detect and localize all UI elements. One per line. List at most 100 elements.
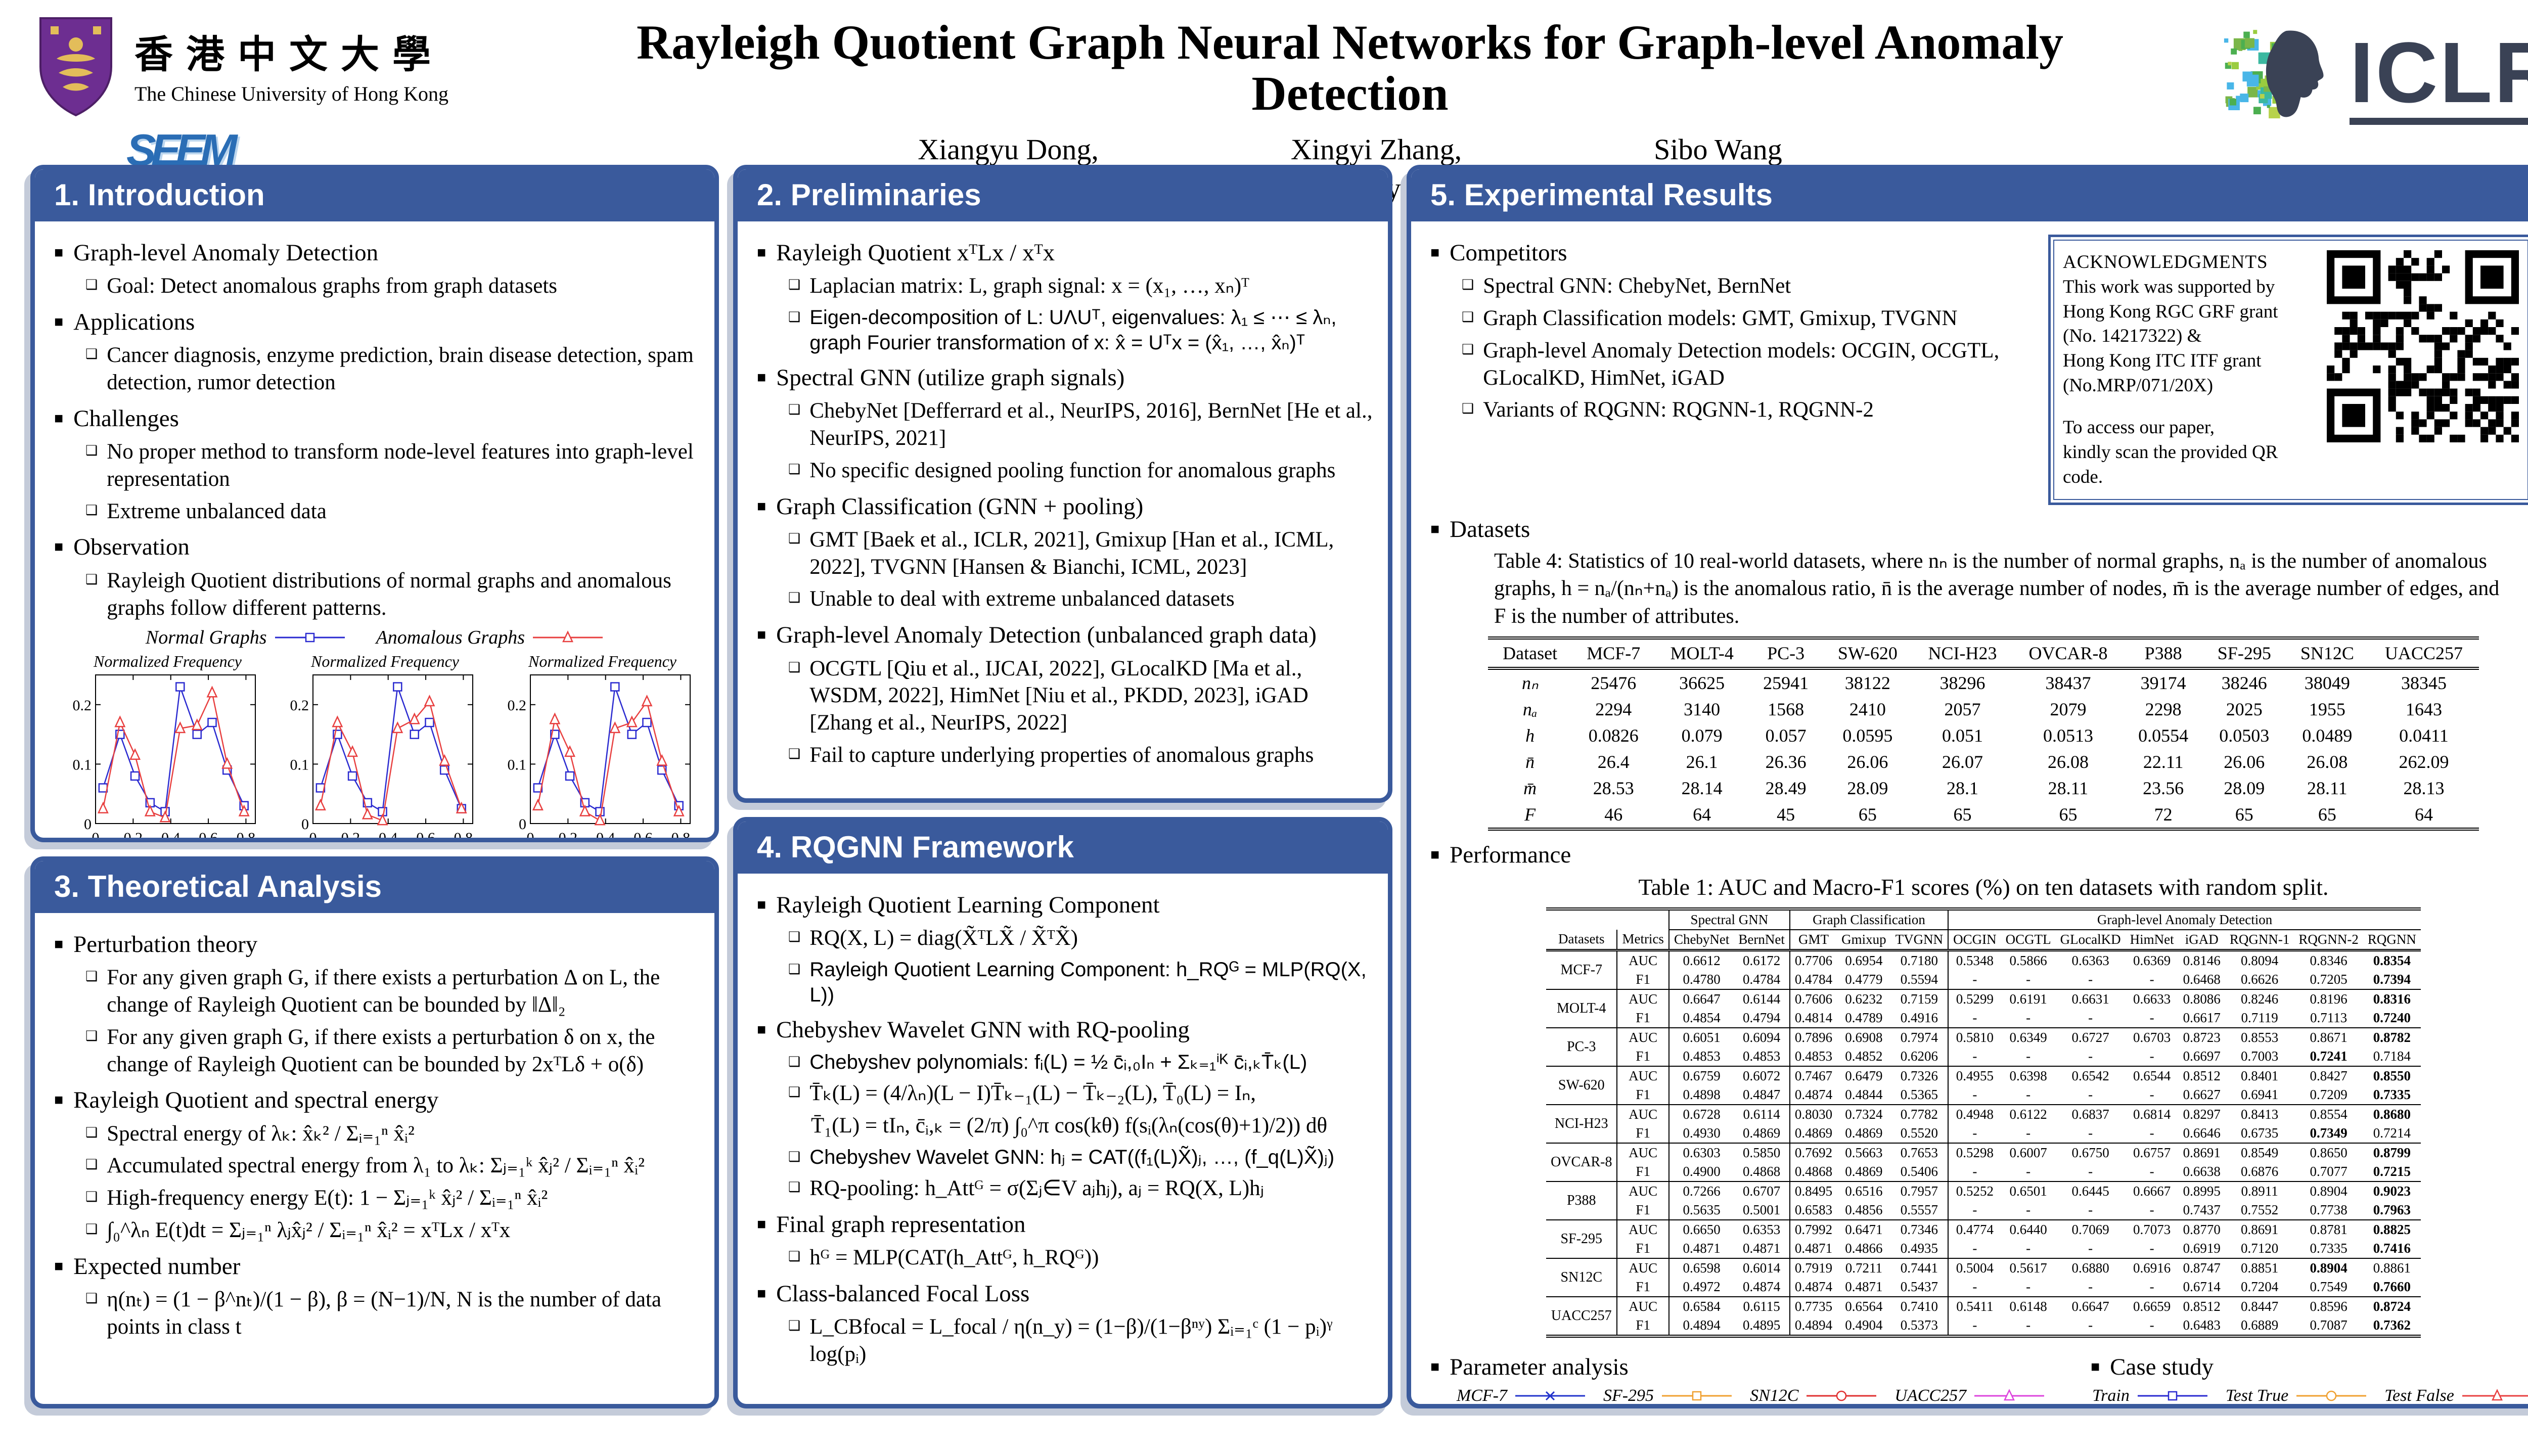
- bullet-item: ❑ OCGTL [Qiu et al., IJCAI, 2022], GLocal…: [788, 656, 1308, 735]
- svg-text:0.1: 0.1: [290, 757, 309, 774]
- bullet-item: ❑ Graph-level Anomaly Detection models: O…: [1462, 338, 2000, 390]
- bullet-item: T̄₁(L) = tIₙ, c̄ᵢ,ₖ = (2/π) ∫₀^π cos(kθ)…: [811, 1114, 1328, 1138]
- svg-text:0.8: 0.8: [671, 830, 691, 842]
- bullet-item: ■ Graph-level Anomaly Detection: [54, 240, 379, 266]
- cuhk-crest-icon: [39, 17, 112, 117]
- svg-text:0.2: 0.2: [559, 830, 578, 842]
- bullet-item: ■ Observation: [54, 534, 190, 561]
- legend-item: MCF-7: [1457, 1385, 1588, 1404]
- competitors-bullets: ■ Competitors ❑ Spectral GNN: ChebyNet, Ber…: [1428, 231, 2033, 429]
- table1-caption: Table 1: AUC and Macro-F1 scores (%) on …: [1638, 874, 2329, 900]
- svg-text:0.6: 0.6: [634, 830, 653, 842]
- svg-text:0.1: 0.1: [73, 757, 92, 774]
- bullet-item: ❑ Chebyshev Wavelet GNN: hⱼ = CAT((f₁(L)X…: [788, 1146, 1335, 1168]
- section-introduction: 1. Introduction ■ Graph-level Anomaly Det…: [30, 165, 719, 842]
- bullet-item: ❑ For any given graph G, if there exists …: [85, 966, 660, 1017]
- bullet-item: ■ Applications: [54, 309, 195, 336]
- bullet-item: ❑ Variants of RQGNN: RQGNN-1, RQGNN-2: [1462, 398, 1874, 422]
- preliminaries-bullets: ■ Rayleigh Quotient xᵀLx / xᵀx ❑ Laplacian …: [755, 239, 1373, 769]
- figure-1-chart-b: Normalized Frequency 0 0.1 0.2 0 0.2 0.4 0.6 0.8…: [269, 650, 482, 842]
- bullet-item: ❑ Chebyshev polynomials: fᵢ(L) = ½ c̄ᵢ,₀I…: [788, 1051, 1307, 1074]
- introduction-bullets: ■ Graph-level Anomaly Detection ❑ Goal: Det…: [52, 239, 699, 621]
- svg-text:0.1: 0.1: [508, 757, 527, 774]
- svg-text:0.2: 0.2: [124, 830, 143, 842]
- bullet-item: ❑ T̄ₖ(L) = (4/λₙ)(L − I)T̄ₖ₋₁(L) − T̄ₖ₋₂(…: [788, 1081, 1256, 1106]
- qr-code: [2327, 250, 2519, 489]
- legend-item: Test False: [2384, 1385, 2528, 1404]
- svg-text:0.6: 0.6: [416, 830, 435, 842]
- svg-text:0.8: 0.8: [237, 830, 256, 842]
- framework-bullets: ■ Rayleigh Quotient Learning Component ❑ RQ…: [755, 891, 1373, 1368]
- svg-text:0.2: 0.2: [508, 697, 527, 714]
- table4-datasets: Dataset MCF-7 MOLT-4 PC-3 SW-620 NCI-H23 OVCAR…: [1488, 636, 2479, 831]
- bullet-item: ■ Graph Classification (GNN + pooling): [757, 493, 1144, 520]
- svg-text:0: 0: [301, 816, 309, 833]
- cuhk-branding: 香港中文大學 The Chinese University of Hong Ko…: [30, 14, 597, 176]
- poster-header: 香港中文大學 The Chinese University of Hong Ko…: [0, 0, 2528, 205]
- svg-text:0.4: 0.4: [161, 830, 180, 842]
- bullet-item: ❑ No proper method to transform node-leve…: [85, 440, 694, 491]
- bullet-item: ❑ Cancer diagnosis, enzyme prediction, br…: [85, 343, 694, 395]
- bullet-item: ■ Rayleigh Quotient xᵀLx / xᵀx: [757, 240, 1055, 266]
- iclr-logo-text: ICLR: [2350, 30, 2528, 125]
- section-rqgnn-framework: 4. RQGNN Framework ■ Rayleigh Quotient Le…: [733, 817, 1392, 1408]
- section-preliminaries-title: 2. Preliminaries: [738, 169, 1388, 221]
- svg-text:0.4: 0.4: [379, 830, 398, 842]
- bullet-item: ❑ RQ(X, L) = diag(X̃ᵀLX̃ / X̃ᵀX̃): [788, 926, 1078, 950]
- iclr-branding: ICLR: [2103, 24, 2528, 130]
- bullet-item: ❑ η(nₜ) = (1 − β^nₜ)/(1 − β), β = (N−1)/N…: [85, 1287, 661, 1339]
- legend-item: Test True: [2226, 1385, 2369, 1404]
- legend-item: UACC257: [1894, 1385, 2047, 1404]
- figure-1-chart-c: Normalized Frequency 0 0.1 0.2 0 0.2 0.4 0.6 0.8…: [487, 650, 699, 842]
- bullet-item: ❑ Graph Classification models: GMT, Gmixu…: [1462, 306, 1958, 331]
- svg-text:0: 0: [527, 830, 534, 842]
- figure-1-chart-a: Normalized Frequency 0 0.1 0.2 0 0.2 0.4 0.6 0.8…: [52, 650, 264, 842]
- svg-text:0.2: 0.2: [290, 697, 309, 714]
- section-results-title: 5. Experimental Results: [1411, 169, 2528, 221]
- section-theory-title: 3. Theoretical Analysis: [35, 861, 714, 913]
- university-name-cn: 香港中文大學: [134, 34, 444, 76]
- section-theoretical-analysis: 3. Theoretical Analysis ■ Perturbation th…: [30, 856, 719, 1408]
- svg-text:0.6: 0.6: [199, 830, 218, 842]
- svg-text:0: 0: [84, 816, 92, 833]
- author-2: Xingyi Zhang,: [1290, 132, 1462, 166]
- bullet-item: ❑ Fail to capture underlying properties o…: [788, 743, 1314, 767]
- svg-text:0: 0: [519, 816, 526, 833]
- acknowledgments-text: ACKNOWLEDGMENTS This work was supported b…: [2063, 252, 2278, 487]
- svg-text:0.2: 0.2: [73, 697, 92, 714]
- bullet-item: ❑ Unable to deal with extreme unbalanced …: [788, 587, 1235, 611]
- bullet-item: ❑ RQ-pooling: h_Attᴳ = σ(Σⱼ∈V aⱼhⱼ), aⱼ =…: [788, 1176, 1265, 1200]
- section-preliminaries: 2. Preliminaries ■ Rayleigh Quotient xᵀLx…: [733, 165, 1392, 803]
- svg-text:Normalized Frequency: Normalized Frequency: [528, 652, 677, 670]
- bullet-item: ■ Rayleigh Quotient Learning Component: [757, 892, 1160, 918]
- legend-item: Train: [2092, 1385, 2210, 1404]
- bullet-item: ❑ Laplacian matrix: L, graph signal: x = …: [788, 274, 1249, 298]
- bullet-item: ❑ hᴳ = MLP(CAT(h_Attᴳ, h_RQᴳ)): [788, 1245, 1099, 1269]
- bullet-item: ■ Class-balanced Focal Loss: [757, 1280, 1030, 1307]
- svg-text:Normalized Frequency: Normalized Frequency: [310, 652, 460, 670]
- bullet-item: ■ Rayleigh Quotient and spectral energy: [54, 1087, 439, 1114]
- svg-text:Normalized Frequency: Normalized Frequency: [93, 652, 242, 670]
- bullet-item: ❑ ∫₀^λₙ E(t)dt = Σⱼ₌₁ⁿ λⱼx̂ⱼ² / Σᵢ₌₁ⁿ x̂ᵢ…: [85, 1218, 511, 1242]
- bullet-item: ■ Perturbation theory: [54, 931, 258, 958]
- author-1: Xiangyu Dong,: [918, 132, 1099, 166]
- legend-item: Normal Graphs: [146, 626, 348, 649]
- author-3: Sibo Wang: [1654, 132, 1782, 166]
- section-experimental-results: 5. Experimental Results ■ Competitors ❑ Spe…: [1407, 165, 2528, 1408]
- bullet-item: ❑ Accumulated spectral energy from λ₁ to …: [85, 1154, 645, 1178]
- legend-item: SN12C: [1750, 1385, 1879, 1404]
- table4-caption: Table 4: Statistics of 10 real-world dat…: [1494, 549, 2500, 628]
- table1-performance: Spectral GNN Graph Classification Graph-le…: [1546, 907, 2421, 1338]
- bullet-item: ■ Expected number: [54, 1253, 241, 1280]
- svg-text:0: 0: [92, 830, 100, 842]
- svg-text:0.2: 0.2: [341, 830, 360, 842]
- bullet-item: ■ Final graph representation: [757, 1211, 1026, 1238]
- bullet-item: ❑ Eigen-decomposition of L: UΛUᵀ, eigenva…: [788, 306, 1337, 354]
- svg-text:0: 0: [309, 830, 317, 842]
- bullet-item: ❑ No specific designed pooling function f…: [788, 458, 1336, 482]
- figure-1-legend: Normal Graphs Anomalous Graphs: [52, 626, 699, 649]
- bullet-item: ❑ Rayleigh Quotient Learning Component: h…: [788, 959, 1367, 1007]
- bullet-item: ❑ Rayleigh Quotient distributions of norm…: [85, 568, 671, 620]
- bullet-item: ❑ Extreme unbalanced data: [85, 499, 327, 523]
